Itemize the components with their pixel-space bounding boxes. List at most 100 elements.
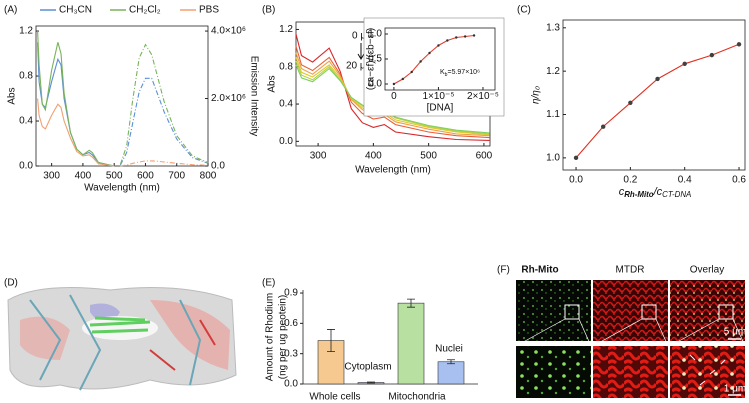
legend-label: CH₂Cl₂ <box>129 5 161 16</box>
y-axis-label: Abs <box>7 87 18 104</box>
y-tick-label: 1.2 <box>546 66 560 77</box>
y-axis-label: Amount of Rhodium <box>265 293 276 381</box>
data-point <box>601 124 606 129</box>
error-bar <box>327 329 335 353</box>
annotation: 20 μM <box>346 61 374 72</box>
series-line <box>575 43 740 159</box>
data-point <box>428 51 431 55</box>
x-tick-label: 0.0 <box>569 175 583 186</box>
x-axis-label-part: CT-DNA <box>662 190 691 199</box>
x-tick-label: 300 <box>43 171 60 182</box>
y-tick-label: 0.0 <box>284 379 298 390</box>
series-line <box>295 33 490 141</box>
y-tick-label: 0.0 <box>279 136 293 147</box>
panel-label: (A) <box>4 5 17 16</box>
x-tick-label: 600 <box>476 151 493 162</box>
x-tick-label: 600 <box>137 171 154 182</box>
annotation-part: =5.97×10⁶ <box>447 69 480 76</box>
scale-bar-label: 5 μm <box>724 327 746 338</box>
error-bar <box>367 381 375 384</box>
data-point <box>709 52 715 58</box>
panel-label: (E) <box>262 278 275 289</box>
y-tick-label: 1.2 <box>19 26 33 37</box>
y-tick-label: 1.1 <box>546 109 560 120</box>
annotation: Kb=5.97×10⁶ <box>440 69 480 78</box>
data-point <box>437 44 440 47</box>
annotation-part: K <box>440 69 445 76</box>
y-axis-label: Abs <box>267 75 278 92</box>
y-tick-label: 0.9 <box>284 288 298 299</box>
error-bar <box>407 298 415 308</box>
series-line <box>120 160 209 167</box>
x-tick-label: 700 <box>168 171 185 182</box>
x-axis-label-part: /c <box>653 186 663 198</box>
plot-frame <box>562 19 746 171</box>
panel-label: (D) <box>4 278 18 289</box>
y-axis-label: η/η₀ <box>531 86 542 104</box>
x-tick-label: 400 <box>365 151 382 162</box>
column-title: Overlay <box>690 265 724 276</box>
panel-label: (F) <box>497 265 510 276</box>
column-title: Rh-Mito <box>521 265 558 276</box>
y-axis-label: (εa−εf)/(εb−εf) <box>366 28 377 90</box>
x-tick-label: 0 <box>391 91 397 102</box>
annotation: 0 μM <box>352 31 374 42</box>
y-tick-label: 1.2 <box>279 24 293 35</box>
error-bar <box>447 359 455 365</box>
x-axis-label-part: Rh-Mito <box>624 190 654 199</box>
x-axis-label: Wavelength (nm) <box>84 183 160 194</box>
y-tick-label: 0.3 <box>284 348 298 359</box>
scale-bar-label: 1 μm <box>724 384 746 395</box>
data-point <box>455 36 458 39</box>
arrow <box>357 43 365 60</box>
y-tick-label: 0.4 <box>19 116 33 127</box>
category-label: Cytoplasm <box>344 362 391 373</box>
data-point <box>392 82 396 86</box>
series-line <box>393 34 475 85</box>
x-tick-label: 1×10⁻⁵ <box>422 91 454 102</box>
y-tick-label: 0.6 <box>284 318 298 329</box>
x-tick-label: 300 <box>310 151 327 162</box>
x-axis-label: Wavelength (nm) <box>355 165 431 176</box>
x-tick-label: 2×10⁻⁵ <box>467 91 499 102</box>
data-point <box>573 155 579 161</box>
x-axis-label: [DNA] <box>427 103 454 114</box>
bar <box>437 361 465 385</box>
y-axis-label: (ng per ug peotein) <box>278 295 289 380</box>
legend-label: CH₃CN <box>59 5 92 16</box>
y-tick-label: 1.3 <box>546 22 560 33</box>
x-tick-label: 0.4 <box>678 175 692 186</box>
category-label: Nuclei <box>435 344 463 355</box>
x-tick-label: 500 <box>420 151 437 162</box>
y-tick-label: 0.5 <box>368 54 382 65</box>
data-point <box>682 61 687 66</box>
y-tick-label: 0.0 <box>19 161 33 172</box>
series-line <box>119 77 209 166</box>
x-tick-label: 500 <box>106 171 123 182</box>
x-tick-label: 0.6 <box>732 175 746 186</box>
data-point <box>419 60 422 63</box>
y2-tick-label: 2.0×10⁶ <box>211 93 246 104</box>
data-point <box>628 100 633 106</box>
data-point <box>472 34 476 37</box>
bar <box>397 302 425 385</box>
series-line <box>37 31 115 167</box>
annotation-part: b <box>445 72 448 78</box>
x-tick-label: 0.2 <box>623 175 637 186</box>
series-line <box>295 46 490 139</box>
y-tick-label: 0.4 <box>279 99 293 110</box>
x-axis-label-part: c <box>619 186 625 198</box>
panel-label: (C) <box>517 5 531 16</box>
data-point <box>463 35 467 38</box>
x-tick-label: 800 <box>200 171 217 182</box>
microscopy-panels <box>515 280 746 398</box>
series-line <box>295 57 490 136</box>
category-label: Mitochondria <box>388 392 446 403</box>
data-point <box>446 39 449 42</box>
data-point <box>401 77 405 81</box>
x-tick-label: 400 <box>75 171 92 182</box>
series-line <box>119 43 209 165</box>
y2-tick-label: 0.0 <box>211 161 225 172</box>
y-tick-label: 1.0 <box>368 29 382 40</box>
